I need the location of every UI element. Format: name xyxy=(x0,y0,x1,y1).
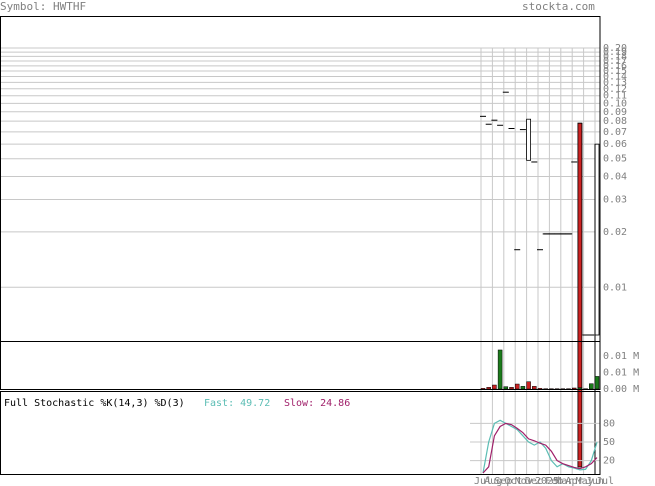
price-tick-label: 0.20 xyxy=(603,43,627,54)
slow-label: Slow: 24.86 xyxy=(284,398,350,409)
volume-bar xyxy=(514,383,520,390)
x-tick-label: Sep xyxy=(494,476,512,486)
stochastic-line-slow xyxy=(482,422,598,474)
volume-grid: 0.01 M 0.01 M 0.00 M xyxy=(603,351,639,395)
price-tick-label: 0.12 xyxy=(603,84,627,95)
price-tick-label: 0.06 xyxy=(603,139,627,150)
price-tick-label: 0.18 xyxy=(603,51,627,62)
price-tick-label: 0.15 xyxy=(603,66,627,77)
stochastic-tick-label: 80 xyxy=(603,418,615,429)
volume-bar xyxy=(509,387,514,390)
price-candles xyxy=(480,91,600,475)
volume-tick-label: 0.00 M xyxy=(603,384,639,395)
x-tick-label: Jun xyxy=(586,476,604,486)
x-tick-label: Nov xyxy=(515,476,533,486)
candle-body xyxy=(594,143,600,336)
volume-bar xyxy=(503,386,509,390)
price-tick-label: 0.11 xyxy=(603,91,627,102)
price-tick-label: 0.08 xyxy=(603,116,627,127)
symbol-label: Symbol: HWTHF xyxy=(0,0,87,13)
volume-bar xyxy=(520,386,526,390)
panel-frames xyxy=(0,16,601,475)
volume-bar xyxy=(526,381,531,390)
x-tick-label: Aug xyxy=(484,476,502,486)
stochastic-lines xyxy=(482,419,598,474)
stochastic-line-fast xyxy=(482,419,598,474)
x-tick-label: Jul xyxy=(474,476,492,486)
price-tick-label: 0.03 xyxy=(603,195,627,206)
price-tick-label: 0.05 xyxy=(603,154,627,165)
panel-frame xyxy=(0,341,601,390)
price-grid: 0.200.190.180.170.160.150.140.130.120.11… xyxy=(1,43,627,475)
volume-bar xyxy=(589,383,594,390)
price-tick-label: 0.09 xyxy=(603,107,627,118)
x-tick-label: Dec xyxy=(525,476,543,486)
volume-bar xyxy=(594,376,600,390)
price-tick-label: 0.02 xyxy=(603,227,627,238)
price-tick-label: 0.10 xyxy=(603,98,627,109)
fast-label: Fast: 49.72 xyxy=(204,398,270,409)
volume-tick-label: 0.01 M xyxy=(603,351,639,362)
stochastic-grid: 80 50 20 xyxy=(470,418,615,467)
stochastic-tick-label: 20 xyxy=(603,456,615,467)
x-tick-label: Oct xyxy=(505,476,523,486)
candle-body-large xyxy=(577,122,583,468)
volume-bar xyxy=(492,384,497,390)
stochastic-tick-label: 50 xyxy=(603,437,615,448)
price-tick-label: 0.16 xyxy=(603,61,627,72)
candle-body xyxy=(526,118,531,161)
panel-frame xyxy=(0,391,601,475)
stochastic-title: Full Stochastic %K(14,3) %D(3) xyxy=(4,398,185,409)
price-tick-label: 0.04 xyxy=(603,172,627,183)
volume-bar xyxy=(532,386,537,390)
price-tick-label: 0.13 xyxy=(603,77,627,88)
x-tick-label: Mar xyxy=(555,476,573,486)
price-tick-label: 0.07 xyxy=(603,127,627,138)
x-tick-label: May xyxy=(576,476,594,486)
panel-frame xyxy=(0,16,601,390)
price-tick-label: 0.19 xyxy=(603,47,627,58)
x-tick-label: 2025 xyxy=(535,476,559,486)
volume-bar xyxy=(486,387,491,390)
x-tick-label: Feb xyxy=(545,476,563,486)
x-tick-label: Apr xyxy=(566,476,584,486)
volume-bar xyxy=(577,387,583,390)
x-tick-label: Jul xyxy=(596,476,614,486)
volume-bar xyxy=(497,349,503,390)
site-label: stockta.com xyxy=(522,0,595,13)
volume-tick-label: 0.01 M xyxy=(603,367,639,378)
price-tick-label: 0.14 xyxy=(603,71,627,82)
volume-bar xyxy=(571,387,577,390)
price-tick-label: 0.01 xyxy=(603,282,627,293)
price-tick-label: 0.17 xyxy=(603,56,627,67)
